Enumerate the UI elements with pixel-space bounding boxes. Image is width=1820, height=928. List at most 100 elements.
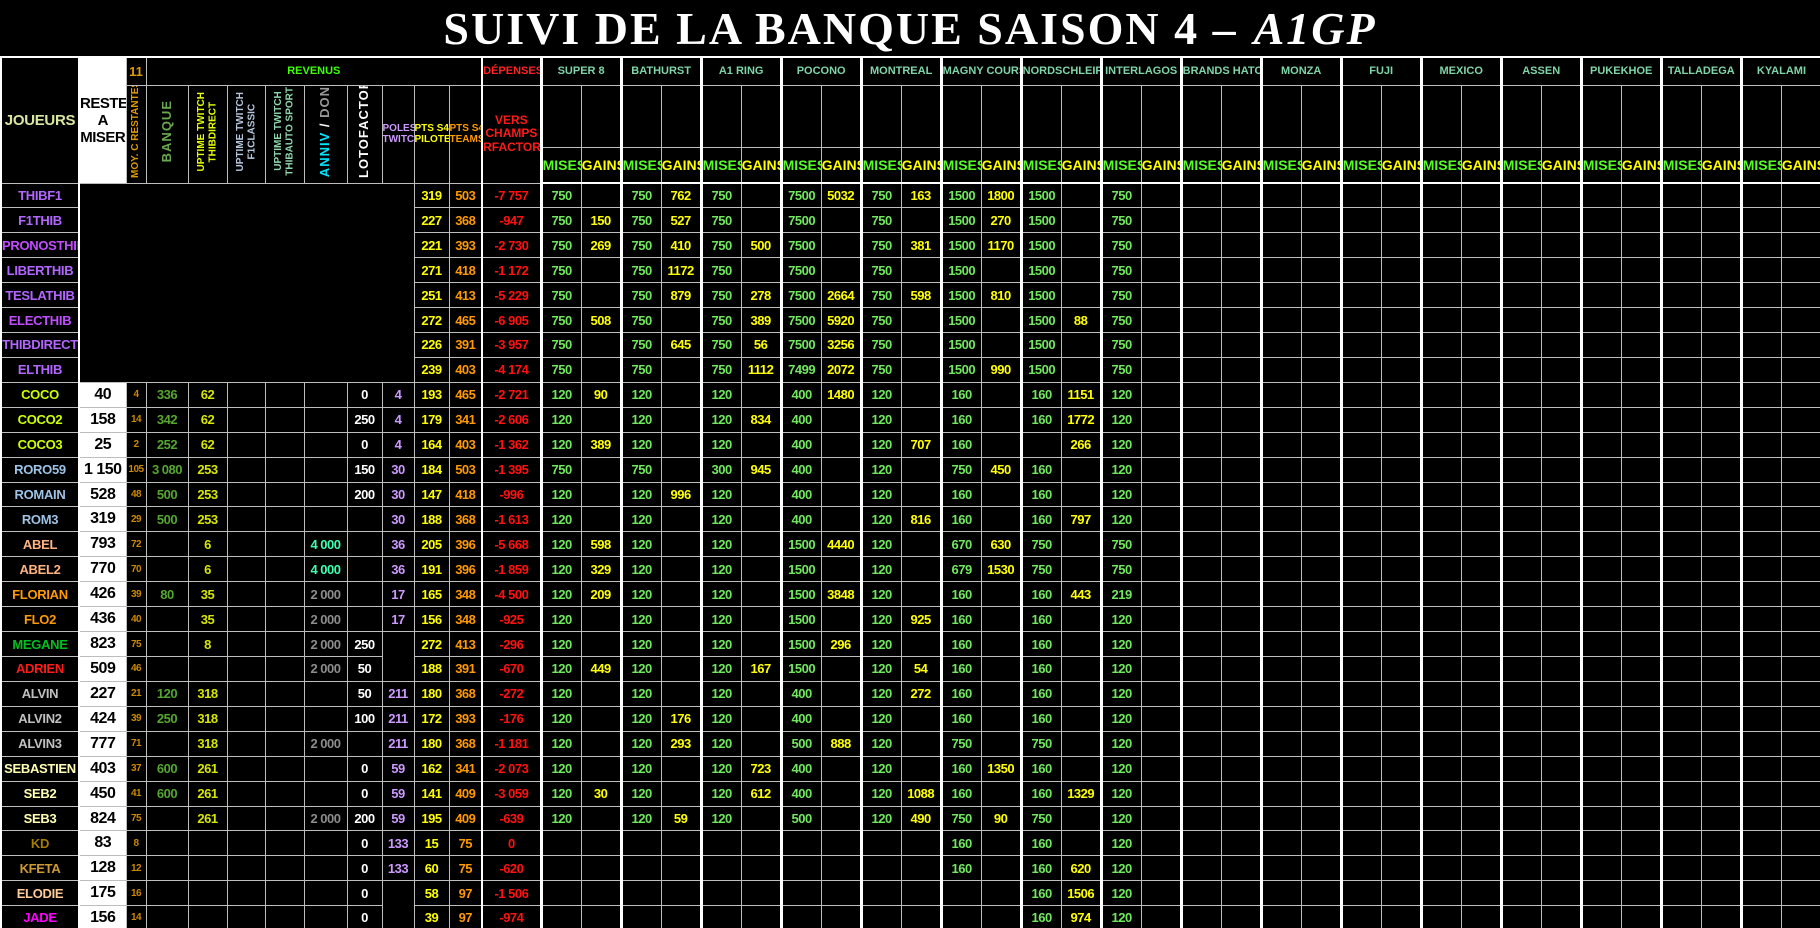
cell-gain-pukekhoe[interactable] xyxy=(1620,780,1662,807)
cell-gain-monza[interactable] xyxy=(1300,830,1342,857)
track-total-mise-super-8[interactable]: 8790 xyxy=(539,84,582,149)
cell-lotofactor[interactable]: 150 xyxy=(346,456,383,483)
cell-gain-bathurst[interactable] xyxy=(660,431,702,458)
cell-gain-pukekhoe[interactable] xyxy=(1620,680,1662,707)
cell-mise-fuji[interactable] xyxy=(1339,855,1382,882)
cell-uptime-thibdirect[interactable] xyxy=(187,880,228,907)
cell-mise-interlagos[interactable]: 120 xyxy=(1099,456,1142,483)
cell-mise-brands-hatch[interactable] xyxy=(1179,531,1222,558)
cell-gain-interlagos[interactable] xyxy=(1140,207,1182,234)
cell-gain-fuji[interactable] xyxy=(1380,905,1422,928)
cell-pts-s4-teams[interactable]: 413 xyxy=(448,282,483,309)
cell-gain-assen[interactable] xyxy=(1540,780,1582,807)
cell-mise-assen[interactable] xyxy=(1499,456,1542,483)
cell-gain-montreal[interactable] xyxy=(900,631,942,658)
cell-mise-monza[interactable] xyxy=(1259,332,1302,358)
cell-mise-interlagos[interactable]: 120 xyxy=(1099,606,1142,633)
cell-gain-mexico[interactable] xyxy=(1460,730,1502,757)
cell-mise-montreal[interactable] xyxy=(859,830,902,857)
cell-gain-mexico[interactable] xyxy=(1460,356,1502,383)
cell-gain-mexico[interactable] xyxy=(1460,282,1502,309)
cell-mise-monza[interactable] xyxy=(1259,855,1302,882)
cell-mise-super-8[interactable]: 120 xyxy=(539,481,582,508)
cell-mise-pukekhoe[interactable] xyxy=(1579,307,1622,334)
cell-uptime-thibdirect[interactable] xyxy=(187,855,228,882)
cell-reste-a-miser[interactable]: 83 xyxy=(78,830,127,857)
cell-mise-magny-cours[interactable]: 160 xyxy=(939,481,982,508)
cell-mise-a1-ring[interactable]: 120 xyxy=(699,481,742,508)
cell-mise-super-8[interactable]: 120 xyxy=(539,780,582,807)
cell-mise-nordschleife[interactable]: 160 xyxy=(1019,905,1062,928)
cell-gain-a1-ring[interactable] xyxy=(740,905,782,928)
cell-anniv-don[interactable] xyxy=(303,406,348,433)
cell-reste-a-miser[interactable]: 319 xyxy=(78,506,127,533)
cell-gain-bathurst[interactable] xyxy=(660,606,702,633)
cell-gain-bathurst[interactable] xyxy=(660,905,702,928)
cell-gain-kyalami[interactable] xyxy=(1780,431,1820,458)
cell-mise-bathurst[interactable] xyxy=(619,905,662,928)
cell-mise-kyalami[interactable] xyxy=(1739,631,1782,658)
cell-gain-pocono[interactable] xyxy=(820,680,862,707)
cell-mise-assen[interactable] xyxy=(1499,730,1542,757)
cell-gain-kyalami[interactable] xyxy=(1780,581,1820,608)
cell-anniv-don[interactable]: 4 000 xyxy=(303,556,348,583)
cell-poles-twitch[interactable]: 36 xyxy=(381,531,415,558)
cell-gain-mexico[interactable] xyxy=(1460,182,1502,209)
cell-gain-montreal[interactable]: 598 xyxy=(900,282,942,309)
cell-vers-champs-rfactor[interactable]: -4 174 xyxy=(481,356,543,383)
cell-gain-bathurst[interactable] xyxy=(660,680,702,707)
cell-gain-magny-cours[interactable]: 90 xyxy=(980,805,1022,832)
cell-mise-kyalami[interactable] xyxy=(1739,481,1782,508)
cell-gain-bathurst[interactable]: 59 xyxy=(660,805,702,832)
cell-mise-pocono[interactable]: 400 xyxy=(779,406,822,433)
cell-gain-interlagos[interactable] xyxy=(1140,755,1182,782)
cell-mise-bathurst[interactable]: 750 xyxy=(619,182,662,209)
cell-lotofactor[interactable]: 0 xyxy=(346,431,383,458)
cell-reste-a-miser[interactable]: 770 xyxy=(78,556,127,583)
cell-gain-pocono[interactable] xyxy=(820,606,862,633)
cell-gain-nordschleife[interactable] xyxy=(1060,755,1102,782)
cell-mise-pocono[interactable]: 400 xyxy=(779,780,822,807)
cell-gain-magny-cours[interactable] xyxy=(980,905,1022,928)
cell-lotofactor[interactable]: 200 xyxy=(346,481,383,508)
cell-gain-monza[interactable] xyxy=(1300,207,1342,234)
cell-gain-a1-ring[interactable]: 834 xyxy=(740,406,782,433)
cell-player-name[interactable]: ADRIEN xyxy=(0,656,80,682)
cell-gain-pukekhoe[interactable] xyxy=(1620,556,1662,583)
cell-gain-bathurst[interactable]: 762 xyxy=(660,182,702,209)
cell-mise-pocono[interactable]: 7500 xyxy=(779,282,822,309)
cell-mise-mexico[interactable] xyxy=(1419,456,1462,483)
cell-gain-magny-cours[interactable] xyxy=(980,880,1022,907)
cell-uptime-f1classic[interactable] xyxy=(226,680,266,707)
cell-mise-talladega[interactable] xyxy=(1659,182,1702,209)
cell-mise-pukekhoe[interactable] xyxy=(1579,805,1622,832)
cell-moy-c-restantes[interactable]: 39 xyxy=(125,581,147,608)
cell-gain-assen[interactable] xyxy=(1540,257,1582,284)
cell-gain-fuji[interactable] xyxy=(1380,406,1422,433)
cell-mise-interlagos[interactable]: 120 xyxy=(1099,855,1142,882)
cell-mise-brands-hatch[interactable] xyxy=(1179,257,1222,284)
cell-mise-pukekhoe[interactable] xyxy=(1579,506,1622,533)
cell-reste-a-miser[interactable]: 128 xyxy=(78,855,127,882)
cell-mise-interlagos[interactable]: 120 xyxy=(1099,431,1142,458)
cell-mise-magny-cours[interactable]: 160 xyxy=(939,705,982,732)
cell-pts-s4-teams[interactable]: 341 xyxy=(448,755,483,782)
cell-gain-kyalami[interactable] xyxy=(1780,606,1820,633)
cell-uptime-f1classic[interactable] xyxy=(226,855,266,882)
cell-gain-super-8[interactable] xyxy=(580,755,622,782)
cell-lotofactor[interactable]: 50 xyxy=(346,680,383,707)
cell-gain-talladega[interactable] xyxy=(1700,506,1742,533)
cell-mise-brands-hatch[interactable] xyxy=(1179,905,1222,928)
cell-mise-magny-cours[interactable]: 750 xyxy=(939,730,982,757)
cell-player-name[interactable]: ELECTHIB xyxy=(0,307,80,334)
cell-uptime-thibdirect[interactable]: 62 xyxy=(187,406,228,433)
cell-player-name[interactable]: ROM3 xyxy=(0,506,80,533)
cell-player-name[interactable]: ABEL xyxy=(0,531,80,558)
cell-mise-super-8[interactable]: 120 xyxy=(539,730,582,757)
cell-moy-c-restantes[interactable]: 105 xyxy=(125,456,147,483)
cell-gain-mexico[interactable] xyxy=(1460,431,1502,458)
cell-mise-mexico[interactable] xyxy=(1419,830,1462,857)
cell-mise-fuji[interactable] xyxy=(1339,282,1382,309)
cell-mise-magny-cours[interactable]: 1500 xyxy=(939,307,982,334)
cell-poles-twitch[interactable]: 211 xyxy=(381,730,415,757)
